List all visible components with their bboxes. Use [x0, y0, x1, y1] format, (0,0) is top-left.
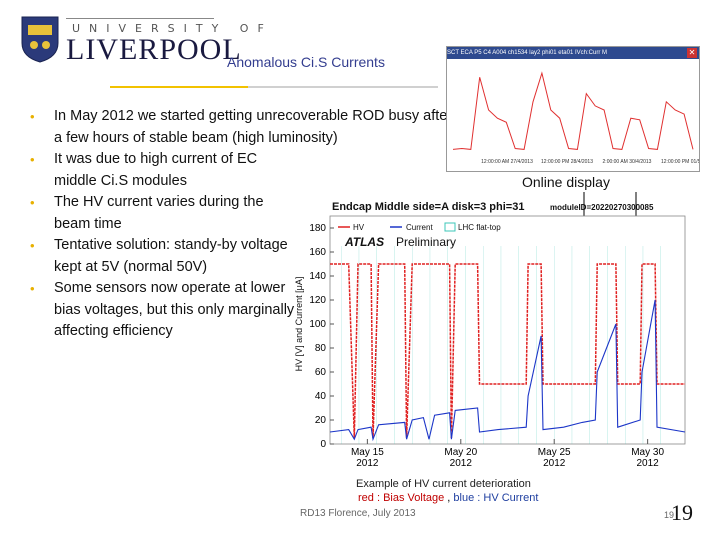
- online-x-tick-label: 12:00:00 AM 27/4/2013: [481, 159, 533, 165]
- online-window-title: SCT ECA P5 C4 A004 ch1534 lay2 phi01 eta…: [447, 50, 607, 56]
- online-current-line: [452, 71, 694, 150]
- plot-frame: [329, 215, 686, 445]
- bullet-dot-icon: •: [30, 109, 35, 124]
- caption-blue: blue : HV Current: [453, 492, 539, 504]
- series-current-line: [329, 299, 686, 442]
- y-tick-label: 100: [309, 319, 326, 330]
- y-tick-label: 140: [309, 271, 326, 282]
- y-tick-label: 120: [309, 295, 326, 306]
- logo-university-text: UNIVERSITY OF: [72, 22, 273, 35]
- series-hv-line: [330, 263, 685, 439]
- legend-hv: HV: [353, 223, 365, 232]
- bullet-dot-icon: •: [30, 238, 35, 253]
- bullet-item: • It was due to high current of EC middle…: [30, 151, 258, 189]
- title-rule-accent: [110, 86, 248, 88]
- online-x-tick-label: 12:00:00 PM 28/4/2013: [541, 159, 593, 165]
- slide-title: Anomalous Ci.S Currents: [227, 54, 385, 70]
- bullet-dot-icon: •: [30, 195, 35, 210]
- online-x-tick-label: 12:00:00 PM 01/5/2013: [661, 159, 699, 165]
- x-tick-label: May 20: [444, 447, 477, 458]
- bullet-list: • In May 2012 we started getting unrecove…: [24, 106, 452, 343]
- x-tick-label: 2012: [637, 458, 660, 469]
- x-tick-label: 2012: [450, 458, 473, 469]
- bullet-item: • In May 2012 we started getting unrecove…: [30, 108, 453, 146]
- chart-title: Endcap Middle side=A disk=3 phi=31: [332, 201, 524, 213]
- online-display-window: SCT ECA P5 C4 A004 ch1534 lay2 phi01 eta…: [446, 46, 700, 172]
- y-tick-label: 160: [309, 247, 326, 258]
- y-tick-label: 60: [315, 367, 327, 378]
- online-window-titlebar: SCT ECA P5 C4 A004 ch1534 lay2 phi01 eta…: [447, 47, 699, 59]
- bullet-dot-icon: •: [30, 152, 35, 167]
- x-tick-label: 2012: [543, 458, 566, 469]
- bullet-item: • Some sensors now operate at lower bias …: [30, 280, 295, 339]
- y-tick-label: 180: [309, 223, 326, 234]
- caption-sep: ,: [444, 492, 454, 504]
- university-crest-icon: [20, 15, 60, 63]
- caption-line2: red : Bias Voltage , blue : HV Current: [358, 492, 538, 504]
- atlas-label: ATLAS: [344, 235, 384, 249]
- y-tick-label: 0: [320, 439, 326, 450]
- legend-current: Current: [406, 223, 433, 232]
- x-tick-label: May 25: [538, 447, 571, 458]
- caption-line1: Example of HV current deterioration: [356, 478, 531, 490]
- online-x-tick-label: 2:00:00 AM 30/4/2013: [603, 159, 652, 165]
- page-number-small: 19: [664, 510, 675, 520]
- y-axis-label: HV [V] and Current [μA]: [294, 277, 304, 372]
- y-tick-label: 80: [315, 343, 327, 354]
- title-rule: [248, 86, 438, 88]
- page-number: 19: [671, 500, 693, 525]
- online-display-plot: 12:00:00 AM 27/4/2013 12:00:00 PM 28/4/20…: [452, 71, 699, 165]
- bullet-dot-icon: •: [30, 281, 35, 296]
- legend-lhc: LHC flat-top: [458, 223, 501, 232]
- preliminary-label: Preliminary: [396, 235, 456, 249]
- y-tick-label: 20: [315, 415, 327, 426]
- bullet-item: • The HV current varies during the beam t…: [30, 194, 264, 232]
- x-tick-label: May 15: [351, 447, 384, 458]
- bullet-item: • Tentative solution: standy-by voltage k…: [30, 237, 288, 275]
- online-display-label: Online display: [522, 174, 610, 190]
- y-tick-label: 40: [315, 391, 327, 402]
- logo-rule: [66, 18, 214, 19]
- logo-liverpool-text: LIVERPOOL: [66, 33, 242, 66]
- caption-red: red : Bias Voltage: [358, 492, 445, 504]
- x-tick-label: May 30: [631, 447, 664, 458]
- window-close-icon[interactable]: ✕: [687, 48, 697, 58]
- footer-conference: RD13 Florence, July 2013: [300, 508, 416, 519]
- chart-legend: HV Current LHC flat-top: [338, 222, 501, 232]
- x-tick-label: 2012: [356, 458, 379, 469]
- chart-module-id: moduleID=20220270300085: [550, 203, 654, 212]
